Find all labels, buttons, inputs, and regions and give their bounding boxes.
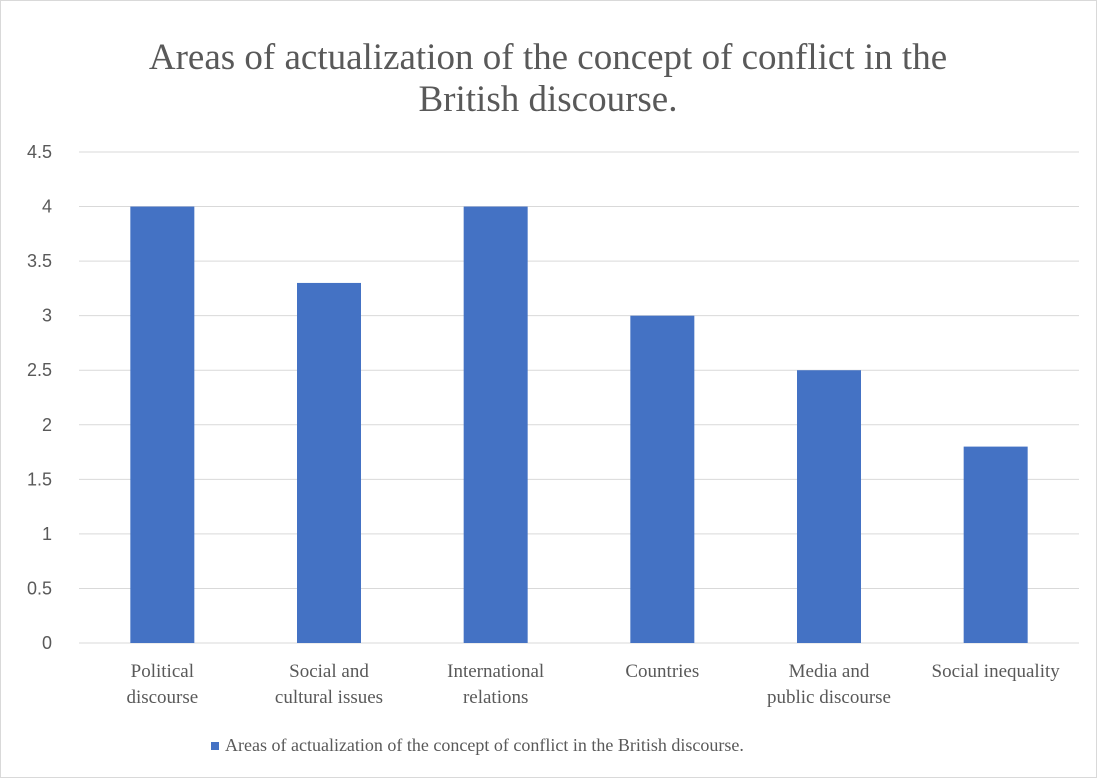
x-tick-label-line: Political <box>131 661 194 682</box>
bar <box>463 206 528 644</box>
y-tick-label: 0.5 <box>27 578 52 598</box>
y-tick-label: 1 <box>42 524 52 544</box>
x-tick-label: Social and cultural issues <box>275 661 383 708</box>
x-tick-label: International relations <box>447 661 544 708</box>
gridlines <box>79 151 1079 644</box>
chart-title: Areas of actualization of the concept of… <box>149 37 947 120</box>
y-tick-label: 4.5 <box>27 142 52 162</box>
x-tick-label: Countries <box>625 661 699 682</box>
bars <box>130 206 1028 644</box>
legend-label: Areas of actualization of the concept of… <box>225 735 744 755</box>
x-tick-label-line: discourse <box>126 687 198 708</box>
x-axis-ticks: Political discourse Social and cultural iss… <box>126 661 1060 708</box>
x-tick-label-line: relations <box>463 687 528 708</box>
y-tick-label: 4 <box>42 197 52 217</box>
y-tick-label: 3.5 <box>27 251 52 271</box>
bar <box>963 446 1028 643</box>
x-tick-label-line: Social inequality <box>932 661 1061 682</box>
x-tick-label-line: cultural issues <box>275 687 383 708</box>
x-tick-label: Political discourse <box>126 661 198 708</box>
chart-title-line: British discourse. <box>419 79 678 120</box>
x-tick-label: Media and public discourse <box>767 661 891 708</box>
chart-title-line: Areas of actualization of the concept of… <box>149 37 947 78</box>
bar <box>797 370 861 643</box>
x-tick-label-line: International <box>447 661 544 682</box>
bar <box>297 282 361 643</box>
x-tick-label-line: public discourse <box>767 687 891 708</box>
y-tick-label: 2 <box>42 415 52 435</box>
x-tick-label: Social inequality <box>932 661 1061 682</box>
x-tick-label-line: Social and <box>289 661 369 682</box>
legend-swatch <box>211 742 219 750</box>
bar <box>630 315 695 643</box>
y-axis-ticks: 0 0.5 1 1.5 2 2.5 3 3.5 4 4.5 <box>27 142 52 653</box>
y-tick-label: 0 <box>42 633 52 653</box>
y-tick-label: 1.5 <box>27 469 52 489</box>
x-tick-label-line: Media and <box>789 661 870 682</box>
y-tick-label: 2.5 <box>27 360 52 380</box>
legend: Areas of actualization of the concept of… <box>211 735 744 755</box>
y-tick-label: 3 <box>42 306 52 326</box>
bar <box>130 206 195 644</box>
x-tick-label-line: Countries <box>625 661 699 682</box>
